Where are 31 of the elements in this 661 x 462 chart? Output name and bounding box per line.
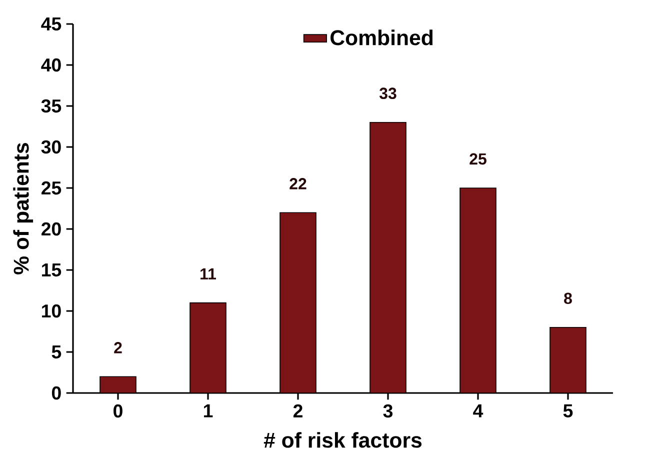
y-tick-label: 0	[52, 386, 61, 400]
x-tick-label: 0	[114, 404, 122, 418]
y-tick-label: 10	[42, 304, 61, 318]
data-label: 33	[379, 88, 396, 100]
x-tick-label: 2	[293, 404, 302, 418]
y-tick-label: 15	[42, 263, 62, 277]
data-label: 8	[564, 292, 572, 304]
y-tick-label: 25	[42, 181, 62, 195]
y-tick-label: 30	[41, 140, 61, 154]
y-tick-label: 5	[52, 345, 62, 359]
y-tick-label: 45	[41, 18, 62, 31]
y-tick-label: 20	[42, 222, 61, 236]
x-tick-label: 1	[204, 404, 213, 418]
data-label: 11	[200, 268, 216, 280]
legend-label: Combined	[330, 30, 433, 46]
bar	[460, 188, 496, 393]
data-label: 25	[470, 153, 486, 165]
x-tick-label: 3	[383, 404, 393, 418]
x-tick-label: 4	[473, 404, 484, 418]
data-label: 22	[290, 178, 306, 190]
bar	[550, 327, 586, 393]
y-axis-title: % of patients	[13, 143, 34, 274]
bar	[280, 212, 316, 393]
y-tick-label: 35	[41, 99, 62, 113]
data-label: 2	[114, 342, 122, 354]
x-axis-title: # of risk factors	[264, 432, 422, 448]
x-tick-label: 5	[563, 404, 573, 418]
y-tick-label: 40	[41, 58, 61, 72]
bar	[100, 376, 136, 393]
bar	[190, 302, 226, 393]
bar	[370, 122, 406, 393]
